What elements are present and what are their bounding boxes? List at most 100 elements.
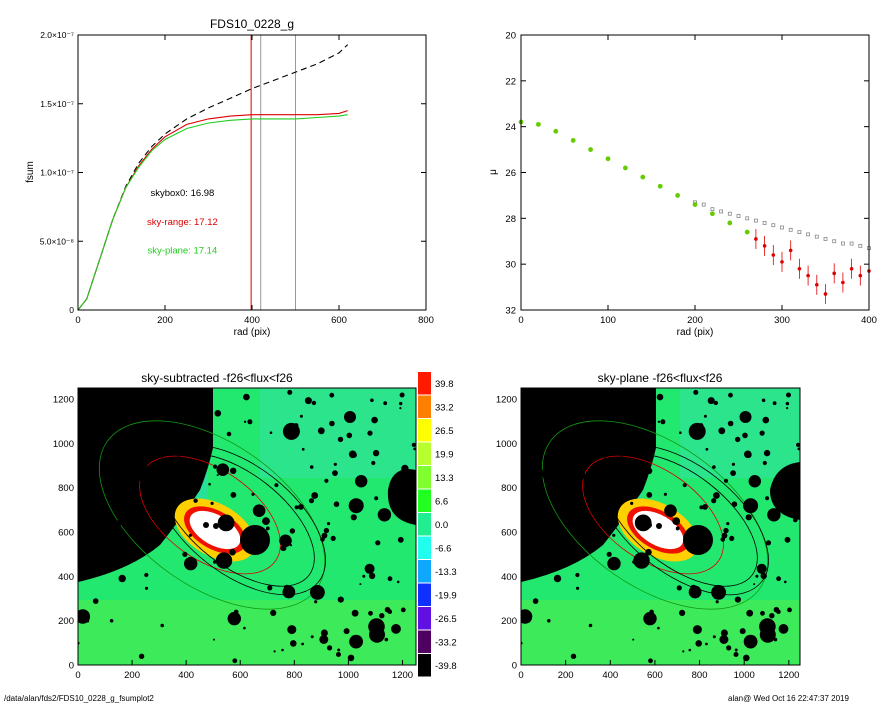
masked-source-dot — [208, 482, 211, 486]
masked-source-dot — [544, 561, 549, 566]
masked-source-dot — [104, 470, 109, 475]
masked-source-dot — [612, 533, 616, 537]
y-tick-label: 600 — [501, 528, 517, 539]
mu-axes: 0 100 200 300 400 20 22 24 26 28 30 32 — [505, 31, 877, 327]
sky-ellipse-outer — [154, 444, 326, 596]
masked-source-dot — [727, 420, 734, 427]
masked-source-dot — [269, 431, 273, 435]
masked-star-edge — [770, 462, 800, 520]
y-tick-label: 1200 — [496, 395, 517, 406]
masked-source-dot — [617, 406, 624, 414]
colorbar-swatch — [418, 442, 431, 465]
colorbar-swatch — [418, 395, 431, 418]
masked-source-dot — [772, 401, 777, 406]
mu-panel: 0 100 200 300 400 20 22 24 26 28 30 32 rad (pix) μ — [488, 31, 877, 339]
sky-subtracted-title: sky-subtracted -f26<flux<f26 — [141, 371, 293, 385]
masked-source-dot — [746, 609, 754, 617]
masked-source-dot — [797, 447, 800, 451]
y-tick-label: 200 — [58, 616, 74, 627]
masked-source-dot — [368, 572, 376, 580]
y-tick-label: 800 — [58, 483, 74, 494]
masked-source-dot — [712, 635, 716, 639]
y-tick-label: 600 — [58, 528, 74, 539]
masked-source-dot — [531, 542, 538, 549]
masked-source-dot — [726, 645, 732, 651]
masked-source-dot — [146, 452, 150, 456]
masked-source-dot — [784, 580, 787, 584]
masked-source-dot — [521, 609, 533, 624]
masked-source-dot — [337, 596, 344, 603]
x-tick-label: 400 — [178, 670, 194, 681]
y-tick-label: 1.0×10⁻⁷ — [40, 168, 74, 178]
masked-source-dot — [142, 393, 148, 399]
masked-source-dot — [588, 623, 593, 628]
data-point — [797, 230, 802, 234]
masked-source-dot — [675, 526, 680, 531]
sky-value-annotation: sky-plane: 17.14 — [148, 246, 218, 257]
masked-source-dot — [721, 532, 728, 539]
colorbar-swatch — [418, 607, 431, 630]
masked-source-dot — [355, 475, 368, 488]
masked-source-dot — [787, 607, 792, 613]
masked-source-dot — [252, 504, 266, 517]
masked-source-dot — [379, 613, 385, 619]
data-point — [754, 237, 758, 241]
masked-source-dot — [344, 411, 356, 423]
fsum-ylabel: fsum — [25, 161, 36, 183]
y-tick-label: 24 — [505, 122, 516, 133]
masked-source-dot — [598, 497, 604, 503]
masked-source-dot — [230, 492, 237, 498]
masked-source-dot — [243, 626, 246, 630]
masked-source-dot — [265, 526, 270, 531]
data-point — [858, 243, 863, 248]
masked-source-dot — [182, 551, 188, 557]
data-point — [762, 221, 767, 225]
masked-source-dot — [397, 536, 404, 543]
mu-frame — [520, 34, 870, 311]
masked-source-dot — [270, 609, 277, 617]
masked-source-dot — [294, 505, 299, 510]
masked-source-dot — [541, 499, 544, 502]
masked-source-dot — [314, 600, 318, 604]
sky-plane-axes: 0 200 400 600 800 1000 1200 0 200 400 600 800 1000 12… — [496, 395, 800, 681]
masked-source-dot — [362, 574, 366, 578]
masked-source-dot — [632, 560, 636, 564]
masked-source-dot — [374, 496, 379, 501]
data-point — [806, 273, 810, 278]
masked-source-dot — [744, 450, 752, 459]
mu-plot-area — [518, 119, 871, 304]
x-tick-label: 600 — [647, 670, 663, 681]
masked-source-dot — [679, 431, 682, 435]
masked-source-dot — [394, 496, 398, 500]
masked-source-dot — [635, 474, 638, 477]
sky-ellipse-outer — [597, 444, 769, 596]
x-tick-label: 1200 — [392, 670, 413, 681]
masked-source-dot — [282, 422, 300, 440]
masked-source-dot — [533, 397, 539, 403]
masked-source-dot — [287, 389, 293, 395]
masked-source-dot — [327, 645, 333, 651]
masked-source-dot — [762, 460, 767, 466]
sky-plane-panel: sky-plane -f26<flux<f26 0 200 400 600 800 100… — [496, 371, 801, 681]
colorbar-swatch — [418, 560, 431, 583]
masked-star-edge — [387, 469, 416, 525]
masked-source-dot — [607, 556, 621, 571]
masked-source-dot — [230, 467, 237, 474]
masked-source-dot — [702, 504, 708, 510]
masked-source-dot — [371, 460, 376, 466]
masked-source-dot — [384, 637, 389, 642]
masked-source-dot — [290, 640, 297, 647]
masked-source-dot — [632, 638, 635, 641]
masked-source-dot — [92, 598, 99, 604]
data-point — [771, 223, 776, 228]
sky-ellipse-inner — [604, 453, 758, 587]
masked-source-dot — [227, 611, 241, 626]
masked-source-dot — [217, 514, 235, 532]
masked-source-dot — [326, 522, 331, 526]
masked-source-dot — [567, 465, 585, 483]
masked-source-dot — [301, 642, 304, 646]
growth-curve — [77, 110, 348, 311]
masked-source-dot — [287, 625, 297, 635]
sky-subtracted-image — [78, 388, 416, 665]
masked-source-dot — [104, 417, 107, 419]
